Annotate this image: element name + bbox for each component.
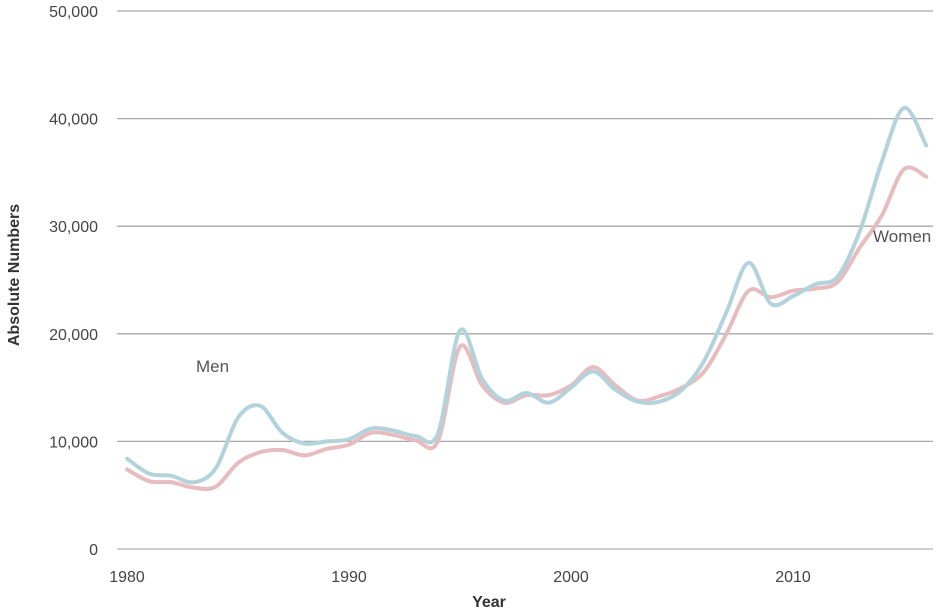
series-lines bbox=[125, 105, 929, 491]
x-tick-label: 1990 bbox=[331, 569, 367, 586]
y-tick-label: 0 bbox=[89, 542, 98, 559]
x-tick-label: 1980 bbox=[109, 569, 145, 586]
series-label-men: Men bbox=[196, 357, 229, 376]
series-line-women bbox=[125, 165, 929, 491]
y-tick-label: 20,000 bbox=[49, 327, 98, 344]
y-tick-labels: 0 10,000 20,000 30,000 40,000 50,000 bbox=[49, 4, 98, 559]
y-tick-label: 10,000 bbox=[49, 434, 98, 451]
x-tick-label: 2010 bbox=[775, 569, 811, 586]
x-tick-label: 2000 bbox=[553, 569, 589, 586]
series-line-men bbox=[125, 105, 929, 485]
y-tick-label: 50,000 bbox=[49, 4, 98, 21]
series-label-women: Women bbox=[873, 227, 931, 246]
x-axis-title: Year bbox=[472, 594, 506, 611]
gridlines bbox=[117, 10, 933, 550]
y-tick-label: 40,000 bbox=[49, 112, 98, 129]
x-tick-labels: 1980 1990 2000 2010 bbox=[109, 569, 811, 586]
y-axis-title: Absolute Numbers bbox=[6, 204, 23, 346]
y-tick-label: 30,000 bbox=[49, 219, 98, 236]
